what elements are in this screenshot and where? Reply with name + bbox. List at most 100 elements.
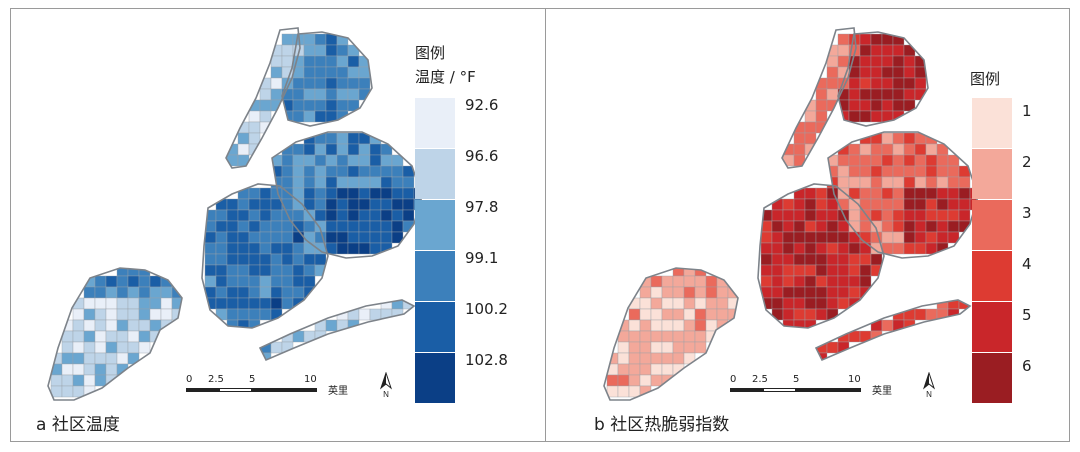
neighborhood-cell xyxy=(281,286,294,299)
neighborhood-cell xyxy=(903,154,916,167)
neighborhood-cell xyxy=(892,176,905,189)
neighborhood-cell xyxy=(694,275,707,288)
neighborhood-cell xyxy=(336,220,349,233)
neighborhood-cell xyxy=(215,220,228,233)
neighborhood-cell xyxy=(336,99,349,112)
borough-outline xyxy=(271,131,423,259)
neighborhood-cell xyxy=(650,286,663,299)
neighborhood-cell xyxy=(650,297,663,310)
neighborhood-cell xyxy=(160,286,173,299)
neighborhood-cell xyxy=(270,264,283,277)
neighborhood-cell xyxy=(936,154,949,167)
neighborhood-cell xyxy=(859,44,872,57)
neighborhood-cell xyxy=(204,231,217,244)
neighborhood-cell xyxy=(303,44,316,57)
neighborhood-cell xyxy=(606,374,619,387)
neighborhood-cell xyxy=(804,308,817,321)
neighborhood-cell xyxy=(782,209,795,222)
neighborhood-cell xyxy=(105,308,118,321)
neighborhood-cell xyxy=(402,198,415,211)
neighborhood-cell xyxy=(402,176,415,189)
neighborhood-cell xyxy=(303,187,316,200)
neighborhood-cell xyxy=(303,33,316,46)
neighborhood-cell xyxy=(628,341,641,354)
neighborhood-cell xyxy=(270,253,283,266)
neighborhood-cell xyxy=(683,297,696,310)
neighborhood-cell xyxy=(314,154,327,167)
neighborhood-cell xyxy=(848,88,861,101)
neighborhood-cell xyxy=(303,99,316,112)
neighborhood-cell xyxy=(369,198,382,211)
neighborhood-cell xyxy=(870,66,883,79)
neighborhood-cell xyxy=(281,55,294,68)
neighborhood-cell xyxy=(771,286,784,299)
neighborhood-cell xyxy=(716,297,729,310)
neighborhood-cell xyxy=(391,198,404,211)
neighborhood-cell xyxy=(314,33,327,46)
neighborhood-cell xyxy=(248,286,261,299)
north-arrow-icon: N xyxy=(379,372,393,398)
neighborhood-cell xyxy=(336,88,349,101)
neighborhood-cell xyxy=(782,286,795,299)
neighborhood-cell xyxy=(303,143,316,156)
neighborhood-cell xyxy=(672,341,685,354)
scale-segment xyxy=(186,388,219,392)
neighborhood-cell xyxy=(281,275,294,288)
neighborhood-cell xyxy=(925,198,938,211)
neighborhood-cell xyxy=(336,165,349,178)
neighborhood-cell xyxy=(105,297,118,310)
neighborhood-cell xyxy=(281,264,294,277)
scale-bar: 0 2.5 5 10 英里 xyxy=(730,374,940,414)
neighborhood-cell xyxy=(804,121,817,134)
neighborhood-cell xyxy=(325,44,338,57)
neighborhood-cell xyxy=(226,198,239,211)
neighborhood-cell xyxy=(716,308,729,321)
north-label: N xyxy=(926,390,932,398)
neighborhood-cell xyxy=(694,297,707,310)
neighborhood-cell xyxy=(226,154,239,167)
neighborhood-cell xyxy=(683,286,696,299)
neighborhood-cell xyxy=(914,187,927,200)
neighborhood-cell xyxy=(859,110,872,123)
neighborhood-cell xyxy=(270,297,283,310)
neighborhood-cell xyxy=(870,154,883,167)
neighborhood-cell xyxy=(325,154,338,167)
legend-label: 6 xyxy=(1022,357,1032,375)
legend-label: 1 xyxy=(1022,102,1032,120)
neighborhood-cell xyxy=(815,220,828,233)
scale-bar: 0 2.5 5 10 英里 xyxy=(186,374,396,414)
neighborhood-cell xyxy=(848,176,861,189)
neighborhood-cell xyxy=(94,341,107,354)
neighborhood-cell xyxy=(259,198,272,211)
neighborhood-cell xyxy=(837,33,850,46)
neighborhood-cell xyxy=(804,286,817,299)
neighborhood-cell xyxy=(628,374,641,387)
neighborhood-cell xyxy=(936,165,949,178)
neighborhood-cell xyxy=(870,165,883,178)
legend-label: 4 xyxy=(1022,255,1032,273)
neighborhood-cell xyxy=(705,308,718,321)
neighborhood-cell xyxy=(94,275,107,288)
neighborhood-cell xyxy=(925,231,938,244)
neighborhood-cell xyxy=(837,297,850,310)
neighborhood-cell xyxy=(936,176,949,189)
neighborhood-cell xyxy=(782,275,795,288)
scale-unit: 英里 xyxy=(872,386,892,397)
neighborhood-cell xyxy=(892,187,905,200)
neighborhood-cell xyxy=(815,264,828,277)
neighborhood-cell xyxy=(771,231,784,244)
neighborhood-cell xyxy=(650,330,663,343)
neighborhood-cell xyxy=(292,231,305,244)
legend-label: 92.6 xyxy=(465,96,499,114)
neighborhood-cell xyxy=(826,220,839,233)
neighborhood-cell xyxy=(380,220,393,233)
neighborhood-cell xyxy=(903,198,916,211)
neighborhood-cell xyxy=(303,264,316,277)
neighborhood-cell xyxy=(859,33,872,46)
neighborhood-cell xyxy=(892,165,905,178)
neighborhood-cell xyxy=(270,55,283,68)
neighborhood-cell xyxy=(826,253,839,266)
legend-label: 97.8 xyxy=(465,198,499,216)
neighborhood-cell xyxy=(204,264,217,277)
neighborhood-cell xyxy=(914,242,927,255)
